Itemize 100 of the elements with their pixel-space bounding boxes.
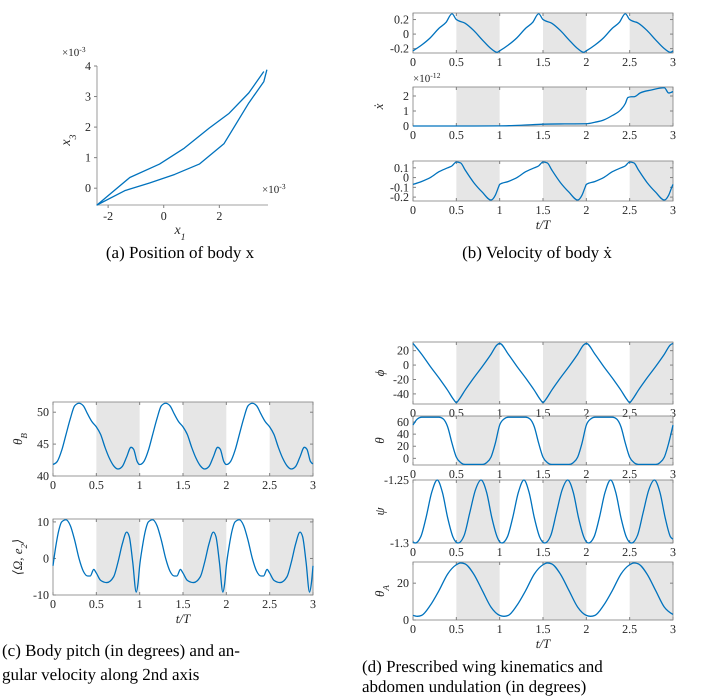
x-tick-label: 1.5 <box>536 203 550 217</box>
text: (c) Body pitch (in degrees) and an- <box>2 641 240 660</box>
x-tick-label: 0.5 <box>88 478 104 492</box>
y-tick-label: 1 <box>403 104 409 118</box>
x-tick-label: 1.5 <box>536 128 550 142</box>
y-axis-title: ψ <box>372 506 387 516</box>
y-tick-label: 20 <box>397 576 409 590</box>
x-tick-label: 2 <box>223 478 230 492</box>
x-tick-label: 3 <box>670 203 676 217</box>
text: (b) Velocity of body ẋ <box>462 243 612 262</box>
x-tick-label: 2.5 <box>262 597 278 611</box>
y-tick-label: 10 <box>37 514 49 529</box>
x-tick-label: 2 <box>583 55 590 69</box>
y-tick-label: 20 <box>397 439 409 454</box>
line-series <box>412 161 674 201</box>
y-tick-label: 40 <box>397 427 409 442</box>
y-tick-label: 2 <box>403 89 409 103</box>
x-tick-label: 2 <box>583 467 590 481</box>
x-tick-label: 3 <box>670 128 676 142</box>
x-tick-label: 1.5 <box>536 545 550 559</box>
x-tick-label: 3 <box>670 545 676 559</box>
y-tick-label: 20 <box>397 344 409 358</box>
x-tick-label: 0 <box>160 209 167 223</box>
x-axis-title: x$_{1}$ <box>173 223 186 242</box>
x-tick-label: 2.5 <box>622 128 638 142</box>
y-axis-title: θ <box>372 436 387 444</box>
x-tick-label: 1 <box>496 622 503 636</box>
y-tick-label: 0 <box>403 358 409 372</box>
x-tick-label: 0.5 <box>448 545 464 559</box>
y-tick-label: -1.3 <box>390 536 409 550</box>
x-tick-label: 2.5 <box>622 622 638 636</box>
x-axis-title: t/T <box>536 636 551 651</box>
x-tick-label: 2.5 <box>622 467 638 481</box>
x-tick-label: 1 <box>496 128 503 142</box>
x-tick-label: 0.5 <box>448 467 464 481</box>
x-tick-label: 1 <box>496 545 503 559</box>
x-tick-label: 2 <box>583 622 590 636</box>
x-axis-title: t/T <box>176 611 191 626</box>
y-tick-label: 4 <box>85 59 91 73</box>
y-tick-label: -10 <box>33 588 49 602</box>
text: (a) Position of body x <box>106 243 255 262</box>
x-tick-label: 3 <box>310 597 316 611</box>
x-tick-label: 1.5 <box>536 622 550 636</box>
y-tick-label: 50 <box>37 405 49 420</box>
y-tick-label: 0 <box>403 119 409 133</box>
x-tick-label: 2 <box>583 128 590 142</box>
x-tick-label: 3 <box>670 55 676 69</box>
x-tick-label: 0.5 <box>448 622 464 636</box>
x-tick-label: 1.5 <box>536 55 550 69</box>
x-tick-label: -2 <box>103 209 114 223</box>
y-tick-label: 1 <box>85 150 91 165</box>
line-series <box>412 13 674 53</box>
line-series <box>52 519 314 593</box>
x-tick-label: 3 <box>670 622 676 636</box>
x-tick-label: 1.5 <box>176 478 190 492</box>
x-tick-label: 1 <box>496 203 503 217</box>
y-tick-label: 60 <box>397 415 409 430</box>
y-tick-label: 0 <box>403 27 409 42</box>
y-tick-label: -1.25 <box>384 473 409 487</box>
x-tick-label: 1.5 <box>176 597 190 611</box>
y-tick-label: -20 <box>393 372 409 386</box>
x-tick-label: 2 <box>216 209 222 223</box>
y-tick-label: 3 <box>85 90 91 104</box>
text: ×10$^{-12}$ <box>413 70 441 85</box>
line-series <box>412 416 674 466</box>
text: ×10$^{-3}$ <box>62 44 86 59</box>
x-tick-label: 1.5 <box>536 467 550 481</box>
x-tick-label: 0.5 <box>448 128 464 142</box>
x-tick-label: 0.5 <box>88 597 104 611</box>
line-series <box>52 402 314 470</box>
y-tick-label: 0 <box>403 451 409 466</box>
x-tick-label: 1 <box>496 467 503 481</box>
y-tick-label: -40 <box>393 386 409 401</box>
annotation: ×10$^{-3}$ <box>262 182 286 196</box>
x-tick-label: 1 <box>136 597 143 611</box>
x-tick-label: 0.5 <box>448 55 464 69</box>
text: (d) Prescribed wing kinematics and <box>362 657 604 676</box>
text: gular velocity along 2nd axis <box>2 665 200 684</box>
y-tick-label: 0 <box>403 613 409 627</box>
y-axis-title: ẋ <box>371 103 386 110</box>
x-axis-title: t/T <box>536 217 551 232</box>
y-tick-label: 45 <box>37 437 49 452</box>
x-tick-label: 3 <box>670 467 676 481</box>
y-tick-label: -0.2 <box>390 42 409 56</box>
y-tick-label: 40 <box>37 469 49 483</box>
line-series <box>412 562 674 617</box>
text: abdomen undulation (in degrees) <box>362 677 586 696</box>
y-tick-label: 0.2 <box>394 12 409 27</box>
y-axis-title: ϕ <box>372 369 387 376</box>
x-tick-label: 1 <box>496 55 503 69</box>
x-tick-label: 2.5 <box>262 478 278 492</box>
x-tick-label: 3 <box>310 478 316 492</box>
x-tick-label: 2.5 <box>622 203 638 217</box>
line-series <box>412 87 674 127</box>
x-tick-label: 2 <box>583 203 590 217</box>
x-tick-label: 0.5 <box>448 203 464 217</box>
x-tick-label: 2.5 <box>622 545 638 559</box>
x-tick-label: 1 <box>136 478 143 492</box>
line-series <box>412 479 674 544</box>
x-tick-label: 2 <box>583 545 590 559</box>
